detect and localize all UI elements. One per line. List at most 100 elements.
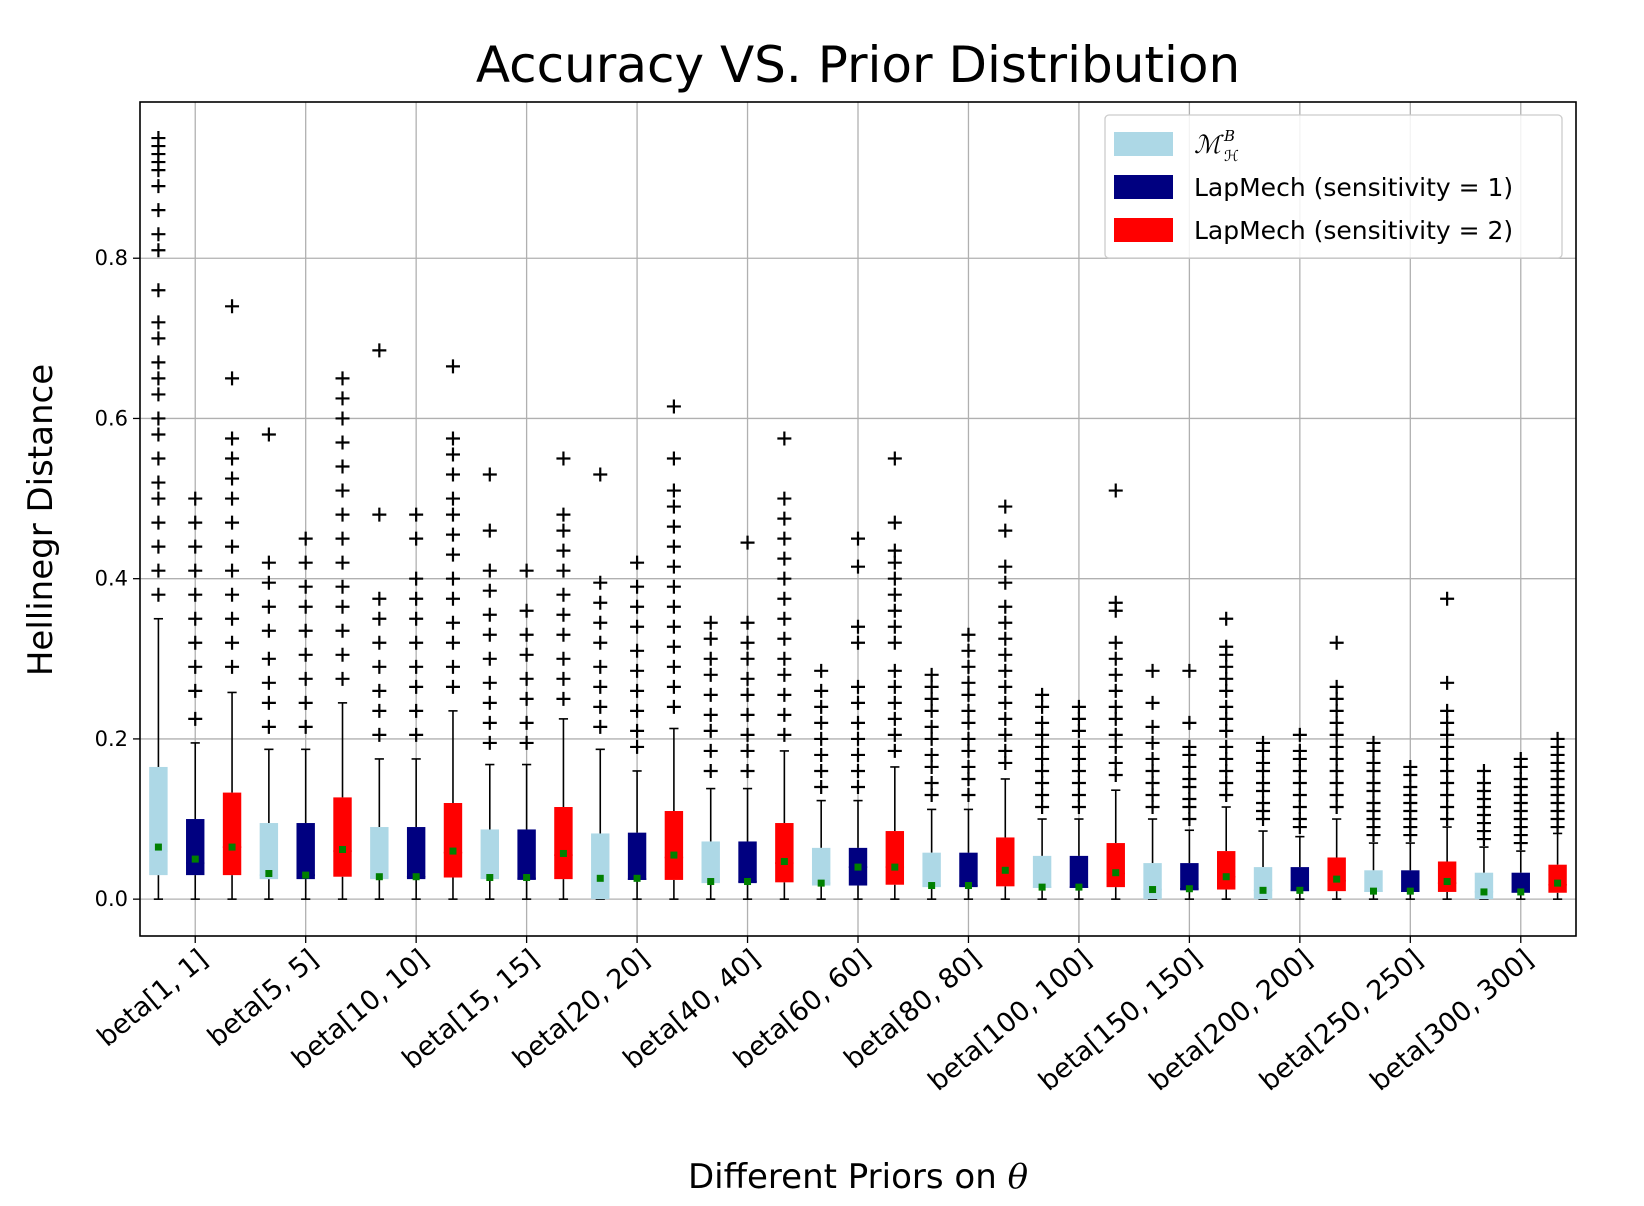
mean-marker xyxy=(265,870,273,878)
outlier xyxy=(445,359,460,374)
outlier xyxy=(924,667,939,682)
y-tick-label: 0.0 xyxy=(95,887,128,911)
outlier xyxy=(1219,639,1234,654)
outlier xyxy=(630,683,645,698)
outlier xyxy=(151,131,166,146)
outlier xyxy=(1071,787,1086,802)
outlier xyxy=(666,619,681,634)
outlier xyxy=(409,703,424,718)
outlier xyxy=(335,599,350,614)
box xyxy=(370,827,389,880)
outlier xyxy=(1219,775,1234,790)
box xyxy=(1217,851,1236,890)
outlier xyxy=(777,707,792,722)
outlier xyxy=(445,507,460,522)
outlier xyxy=(1329,800,1344,815)
outlier xyxy=(630,739,645,754)
outlier xyxy=(924,759,939,774)
outlier xyxy=(335,391,350,406)
outlier xyxy=(998,695,1013,710)
outlier xyxy=(188,711,203,726)
outlier xyxy=(593,659,608,674)
outlier xyxy=(519,627,534,642)
mean-marker xyxy=(780,857,788,865)
outlier xyxy=(188,659,203,674)
outlier xyxy=(666,451,681,466)
outlier xyxy=(630,703,645,718)
outlier xyxy=(445,447,460,462)
outlier xyxy=(1035,775,1050,790)
outlier xyxy=(740,535,755,550)
outlier xyxy=(777,431,792,446)
box xyxy=(1327,857,1346,892)
outlier xyxy=(1366,735,1381,750)
outlier xyxy=(924,787,939,802)
outlier xyxy=(335,555,350,570)
outlier xyxy=(887,635,902,650)
outlier xyxy=(1145,751,1160,766)
outlier xyxy=(1292,812,1307,827)
outlier xyxy=(372,703,387,718)
legend-label-superscript: B xyxy=(1223,127,1235,145)
outlier xyxy=(1292,787,1307,802)
outlier xyxy=(961,643,976,658)
outlier xyxy=(556,507,571,522)
outlier xyxy=(924,747,939,762)
x-tick-label: beta[1, 1] xyxy=(92,944,214,1054)
outlier xyxy=(666,639,681,654)
outlier xyxy=(887,603,902,618)
outlier xyxy=(1292,800,1307,815)
mean-marker xyxy=(1038,883,1046,891)
outlier xyxy=(188,587,203,602)
outlier xyxy=(666,679,681,694)
box xyxy=(1364,870,1383,892)
outlier xyxy=(151,491,166,506)
outlier xyxy=(1219,787,1234,802)
box xyxy=(922,852,941,888)
outlier xyxy=(151,563,166,578)
outlier xyxy=(519,671,534,686)
outlier xyxy=(409,727,424,742)
box xyxy=(149,766,168,876)
outlier xyxy=(409,659,424,674)
outlier xyxy=(556,671,571,686)
outlier xyxy=(372,659,387,674)
outlier xyxy=(335,623,350,638)
outlier xyxy=(593,719,608,734)
outlier xyxy=(225,635,240,650)
mean-marker xyxy=(1149,886,1157,894)
outlier xyxy=(851,731,865,746)
outlier xyxy=(666,579,681,594)
outlier xyxy=(188,635,203,650)
outlier xyxy=(740,615,755,630)
outlier xyxy=(409,611,424,626)
outlier xyxy=(814,683,829,698)
y-tick-label: 0.4 xyxy=(95,567,128,591)
outlier xyxy=(740,651,755,666)
legend-label: LapMech (sensitivity = 1) xyxy=(1194,173,1513,202)
mean-marker xyxy=(1112,869,1120,877)
outlier xyxy=(1071,751,1086,766)
outlier xyxy=(1035,751,1050,766)
outlier xyxy=(1476,763,1491,778)
outlier xyxy=(630,663,645,678)
outlier xyxy=(814,779,829,794)
outlier xyxy=(593,679,608,694)
outlier xyxy=(961,715,976,730)
box xyxy=(1032,855,1052,888)
outlier xyxy=(1145,800,1160,815)
outlier xyxy=(666,539,681,554)
outlier xyxy=(814,715,829,730)
outlier xyxy=(1071,711,1086,726)
legend-label-text: ℳ xyxy=(1194,130,1224,159)
outlier xyxy=(261,623,276,638)
outlier xyxy=(1108,739,1123,754)
outlier xyxy=(519,735,534,750)
outlier xyxy=(851,619,865,634)
box xyxy=(1143,863,1162,900)
mean-marker xyxy=(964,882,972,890)
box xyxy=(259,823,279,880)
outlier xyxy=(703,615,718,630)
outlier xyxy=(151,451,166,466)
